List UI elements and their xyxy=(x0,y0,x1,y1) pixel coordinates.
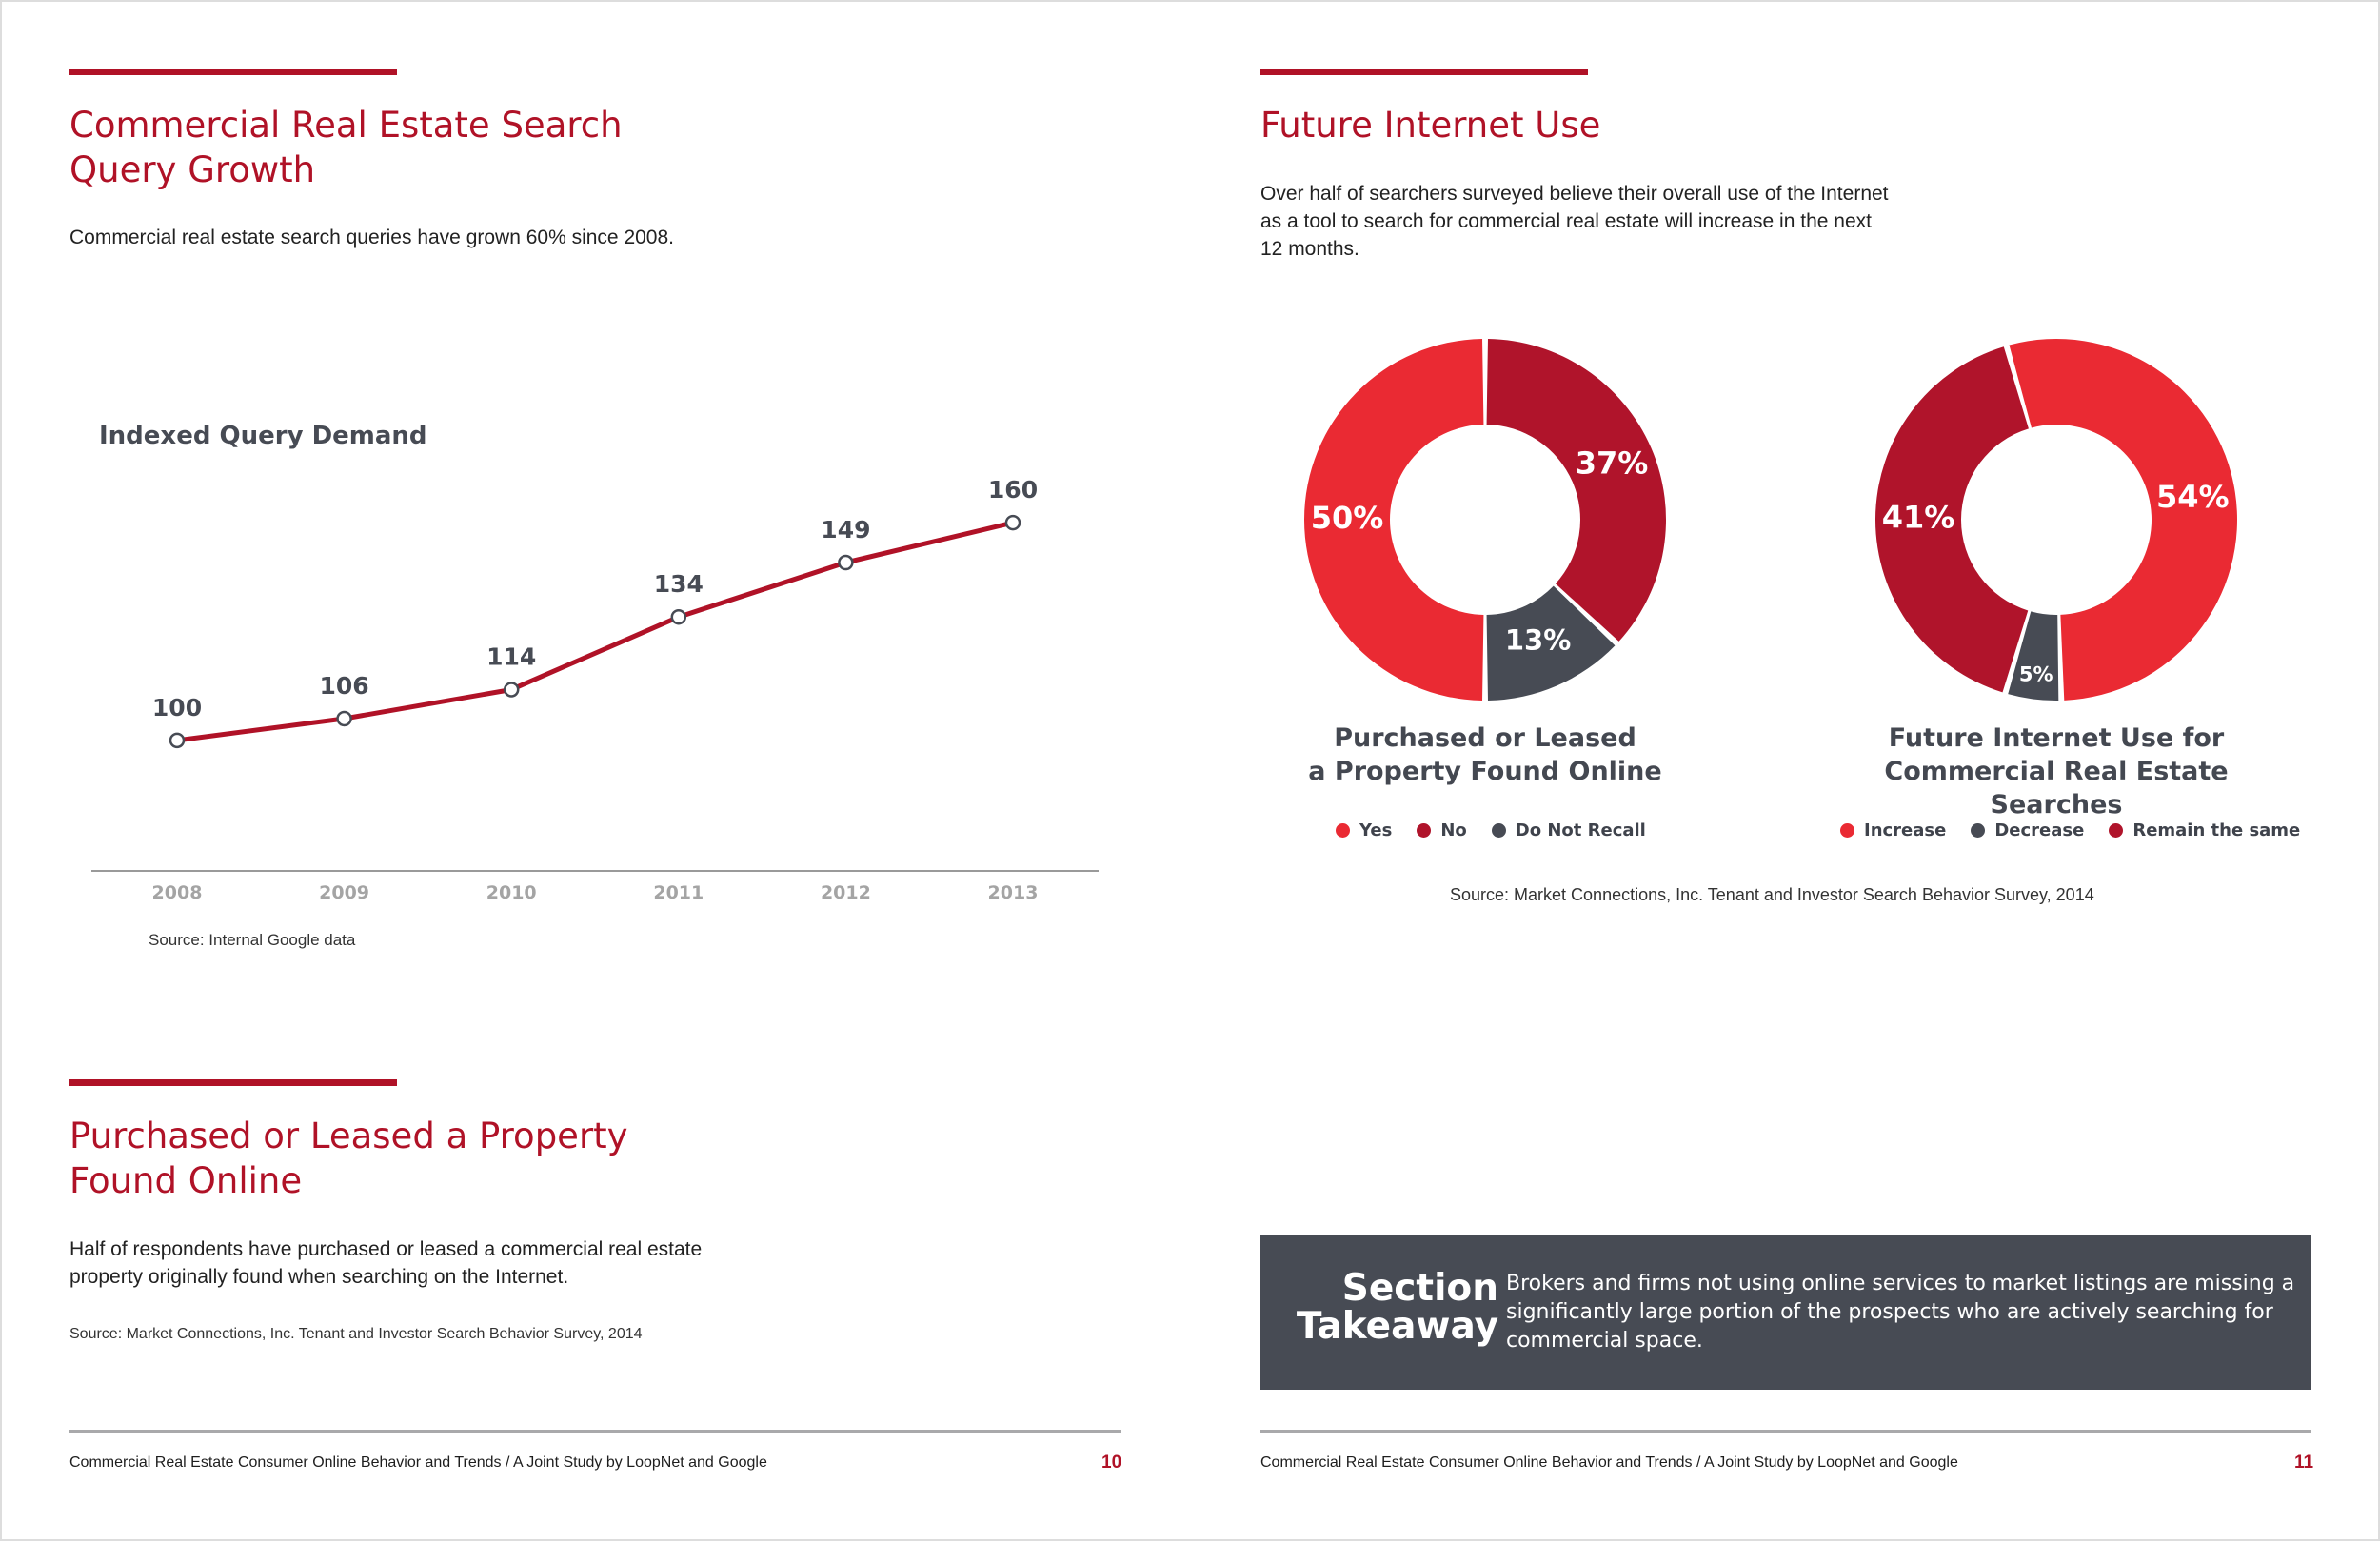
legend-item: Decrease xyxy=(1971,820,2084,840)
x-tick-label: 2009 xyxy=(319,882,369,903)
x-tick-label: 2010 xyxy=(486,882,537,903)
legend-label: Increase xyxy=(1864,820,1947,840)
data-label: 149 xyxy=(821,516,870,543)
donut-2-title-line-1: Future Internet Use for xyxy=(1888,723,2225,753)
legend-item: Remain the same xyxy=(2109,820,2300,840)
future-internet-use-title: Future Internet Use xyxy=(1260,105,1601,146)
chart-title-line-1: Commercial Real Estate Search xyxy=(69,105,623,146)
legend-swatch xyxy=(1840,823,1854,838)
description-line-1: Over half of searchers surveyed believe … xyxy=(1260,183,1889,205)
x-tick-label: 2013 xyxy=(988,882,1039,903)
section-takeaway-box: Section Takeaway Brokers and firms not u… xyxy=(1260,1235,2311,1390)
legend-swatch xyxy=(1491,823,1506,838)
donut-slice-yes xyxy=(1303,339,1484,701)
footer-rule-right xyxy=(1260,1430,2311,1433)
data-point xyxy=(670,608,687,625)
data-label: 100 xyxy=(152,694,202,721)
section-2-title: Purchased or Leased a Property Found Onl… xyxy=(69,1114,628,1203)
future-internet-description: Over half of searchers surveyed believe … xyxy=(1260,180,1889,263)
legend-label: Yes xyxy=(1359,820,1393,840)
legend-label: No xyxy=(1440,820,1467,840)
footer-left: Commercial Real Estate Consumer Online B… xyxy=(69,1454,767,1471)
donut-2-title: Future Internet Use for Commercial Real … xyxy=(1818,721,2294,821)
data-point xyxy=(503,682,520,698)
takeaway-title-line-1: Section xyxy=(1341,1267,1498,1310)
section-2-source: Source: Market Connections, Inc. Tenant … xyxy=(69,1326,643,1342)
footer-rule-left xyxy=(69,1430,1121,1433)
donut-1-title: Purchased or Leased a Property Found Onl… xyxy=(1295,721,1676,788)
donut-slice-label: 37% xyxy=(1576,445,1649,481)
legend-swatch xyxy=(1336,823,1350,838)
legend-label: Decrease xyxy=(1994,820,2085,840)
page-number-left: 10 xyxy=(1101,1452,1122,1472)
takeaway-title: Section Takeaway xyxy=(1279,1270,1498,1346)
section-2-title-line-1: Purchased or Leased a Property xyxy=(69,1116,628,1156)
line-chart: Indexed Query Demand 2008 2009 2010 2011 2012… xyxy=(91,422,1099,903)
legend-label: Remain the same xyxy=(2132,820,2301,840)
data-point xyxy=(336,710,352,727)
section-2-text-line-2: property originally found when searching… xyxy=(69,1266,569,1288)
x-tick-label: 2011 xyxy=(653,882,704,903)
takeaway-title-line-2: Takeaway xyxy=(1296,1305,1498,1348)
chart-section-title: Commercial Real Estate Search Query Grow… xyxy=(69,103,623,192)
description-line-2: as a tool to search for commercial real … xyxy=(1260,210,1872,232)
donut-2-title-line-2: Commercial Real Estate Searches xyxy=(1884,757,2229,820)
section-2-text: Half of respondents have purchased or le… xyxy=(69,1235,702,1291)
legend-label: Do Not Recall xyxy=(1515,820,1646,840)
donut-chart-future-use: 54% 5% 41% xyxy=(1875,339,2237,701)
chart-source: Source: Internal Google data xyxy=(149,931,356,949)
data-label: 114 xyxy=(486,642,536,670)
data-point xyxy=(169,732,186,749)
chart-title-line-2: Query Growth xyxy=(69,149,316,190)
data-label: 160 xyxy=(988,476,1038,504)
legend-item: No xyxy=(1417,820,1467,840)
donut-slice-no xyxy=(1486,339,1666,642)
donut-slice-label: 13% xyxy=(1505,623,1571,656)
legend-swatch xyxy=(1971,823,1986,838)
donut-slice-label: 50% xyxy=(1311,500,1384,536)
donut-slice-label: 41% xyxy=(1882,499,1955,535)
donut-slice-increase xyxy=(2009,339,2237,701)
donut-slice-do-not-recall xyxy=(1486,585,1616,701)
data-point xyxy=(1004,514,1021,531)
data-label: 106 xyxy=(320,672,369,700)
legend-swatch xyxy=(2109,823,2124,838)
legend-item: Do Not Recall xyxy=(1491,820,1646,840)
donut-1-title-line-1: Purchased or Leased xyxy=(1334,723,1636,753)
chart-description: Commercial real estate search queries ha… xyxy=(69,227,674,248)
x-tick-label: 2012 xyxy=(821,882,871,903)
donut-slice-remain-the-same xyxy=(1875,346,2029,693)
section-rule xyxy=(69,69,397,75)
page-number-right: 11 xyxy=(2294,1452,2314,1472)
donut-chart-purchased: 50% 37% 13% xyxy=(1303,339,1666,701)
line-chart-title: Indexed Query Demand xyxy=(99,422,427,450)
legend-item: Yes xyxy=(1336,820,1392,840)
section-2-text-line-1: Half of respondents have purchased or le… xyxy=(69,1238,703,1260)
donut-1-title-line-2: a Property Found Online xyxy=(1308,757,1662,786)
section-rule-2 xyxy=(69,1079,397,1086)
takeaway-text: Brokers and firms not using online servi… xyxy=(1506,1272,2295,1353)
donut-slice-label: 54% xyxy=(2156,479,2230,515)
donut-slice-decrease xyxy=(2008,611,2059,701)
donut-2-legend: Increase Decrease Remain the same xyxy=(1840,820,2300,840)
right-source: Source: Market Connections, Inc. Tenant … xyxy=(1450,885,2094,904)
donut-1-legend: Yes No Do Not Recall xyxy=(1336,820,1646,840)
section-rule-right xyxy=(1260,69,1588,75)
donut-slice-label: 5% xyxy=(2019,663,2053,686)
description-line-3: 12 months. xyxy=(1260,238,1359,260)
legend-swatch xyxy=(1417,823,1432,838)
footer-right: Commercial Real Estate Consumer Online B… xyxy=(1260,1454,1958,1471)
data-label: 134 xyxy=(654,570,704,598)
data-point xyxy=(838,554,854,571)
series-line xyxy=(176,520,1014,743)
x-tick-label: 2008 xyxy=(152,882,203,903)
legend-item: Increase xyxy=(1840,820,1946,840)
section-2-title-line-2: Found Online xyxy=(69,1160,303,1201)
